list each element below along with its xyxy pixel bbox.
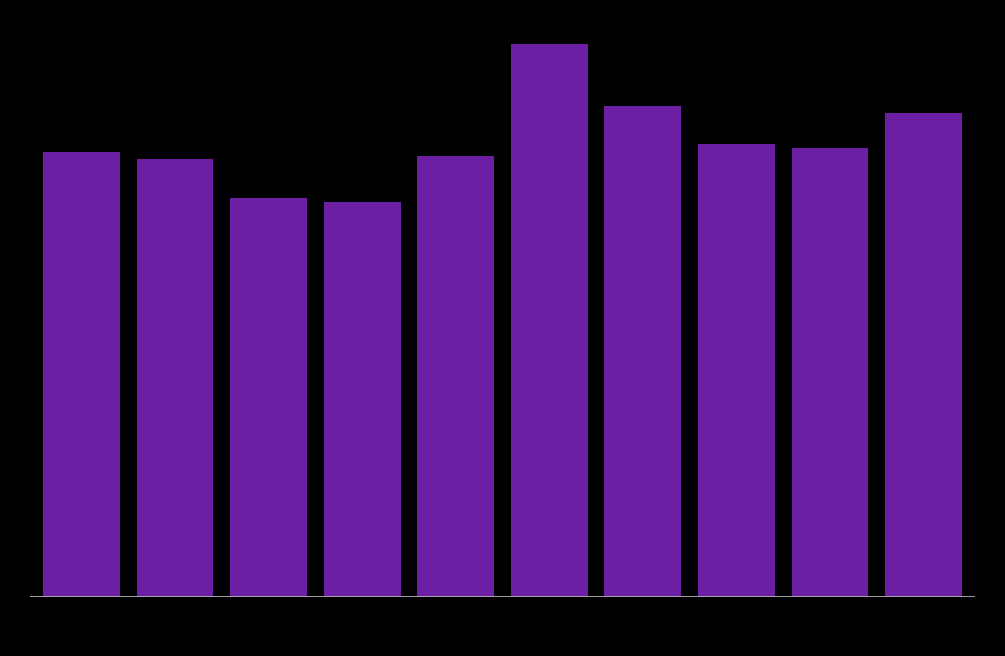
Bar bbox=[885, 113, 962, 597]
Bar bbox=[417, 155, 494, 597]
Bar bbox=[324, 201, 401, 597]
Bar bbox=[137, 159, 213, 597]
Bar bbox=[604, 106, 681, 597]
Bar bbox=[230, 198, 307, 597]
Bar bbox=[43, 152, 120, 597]
Bar bbox=[698, 144, 775, 597]
Bar bbox=[792, 148, 868, 597]
Bar bbox=[511, 45, 588, 597]
